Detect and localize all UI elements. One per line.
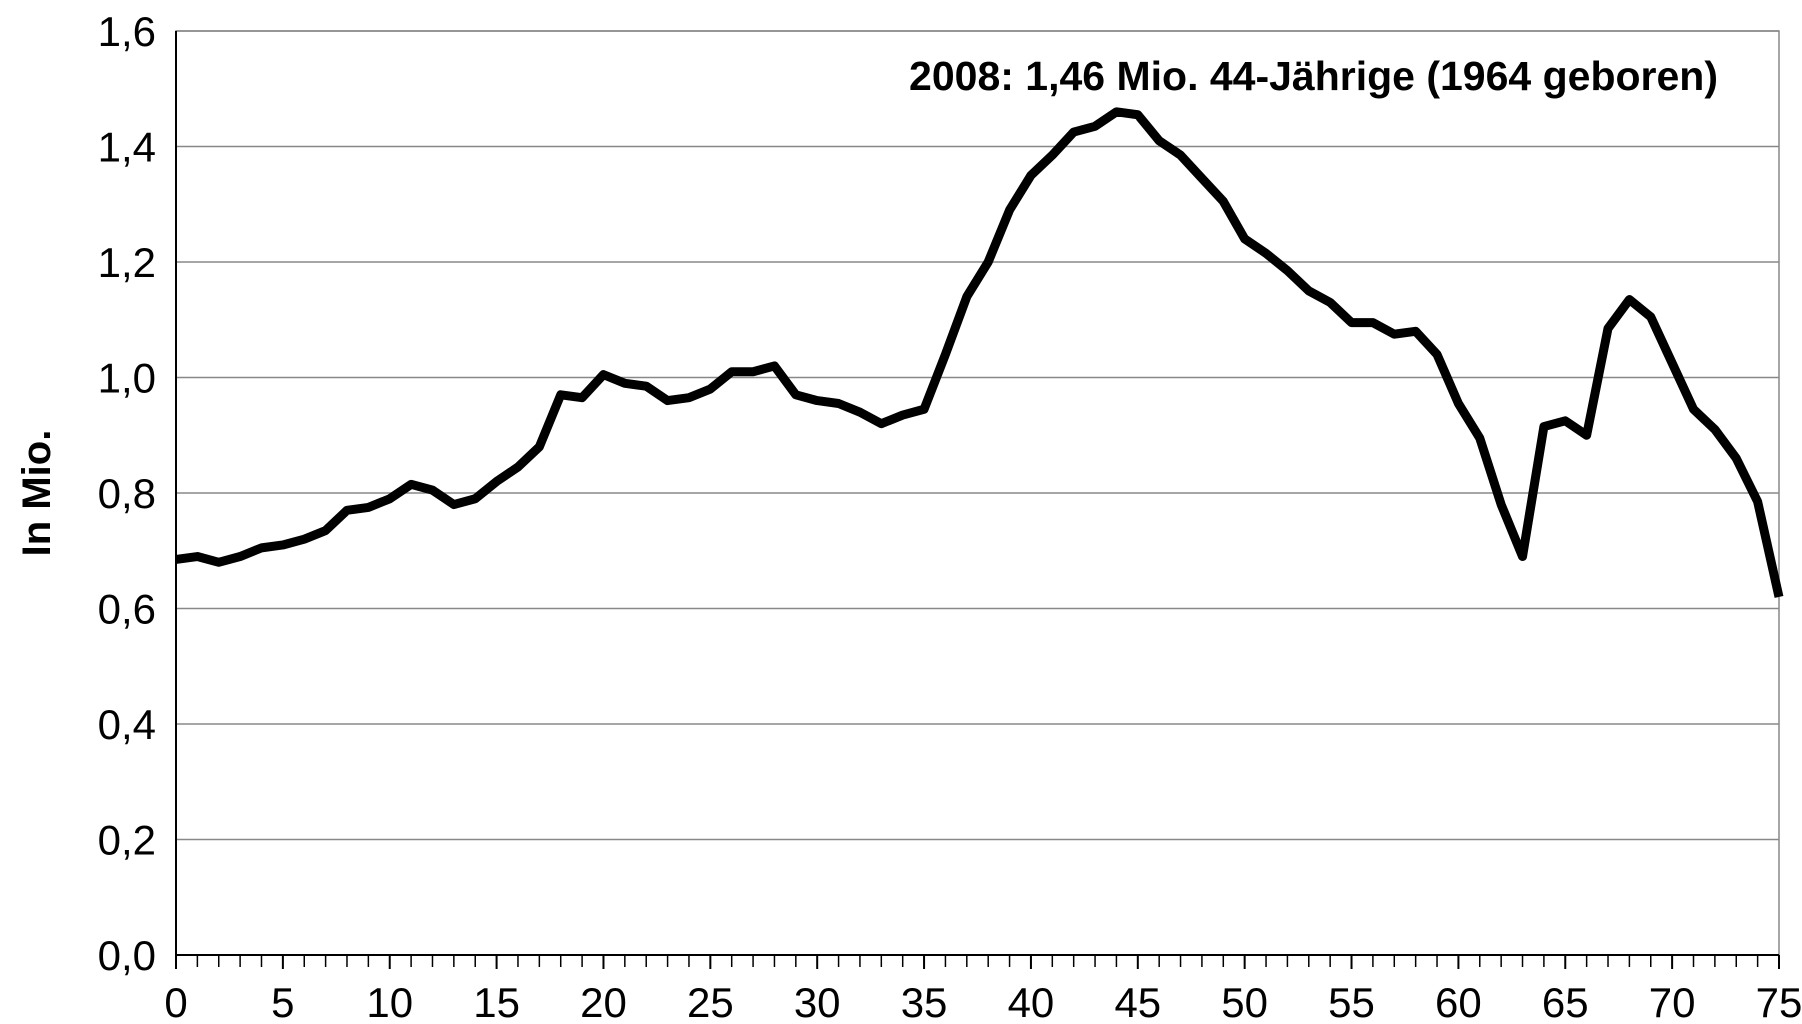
- x-tick-label: 20: [580, 979, 627, 1024]
- x-tick-label: 30: [794, 979, 841, 1024]
- x-tick-label: 55: [1328, 979, 1375, 1024]
- data-line: [175, 107, 1784, 598]
- x-tick-label: 10: [366, 979, 413, 1024]
- y-tick-label: 1,2: [98, 239, 156, 286]
- y-tick-label: 1,6: [98, 8, 156, 55]
- y-tick-label: 1,0: [98, 355, 156, 402]
- x-tick-label: 45: [1114, 979, 1161, 1024]
- y-tick-label: 0,2: [98, 817, 156, 864]
- y-tick-label: 0,6: [98, 586, 156, 633]
- y-tick-label: 0,4: [98, 701, 156, 748]
- x-tick-label: 75: [1756, 979, 1802, 1024]
- x-tick-label: 65: [1542, 979, 1589, 1024]
- y-tick-label: 0,8: [98, 470, 156, 517]
- x-tick-label: 70: [1649, 979, 1696, 1024]
- x-tick-label: 0: [164, 979, 187, 1024]
- annotation: 2008: 1,46 Mio. 44-Jährige (1964 geboren…: [909, 53, 1718, 99]
- x-tick-label: 25: [687, 979, 734, 1024]
- x-tick-label: 35: [901, 979, 948, 1024]
- x-tick-label: 15: [473, 979, 520, 1024]
- x-tick-label: 50: [1221, 979, 1268, 1024]
- x-tick-label: 60: [1435, 979, 1482, 1024]
- y-tick-label: 1,4: [98, 124, 156, 171]
- x-tick-label: 40: [1008, 979, 1055, 1024]
- y-tick-label: 0,0: [98, 932, 156, 979]
- y-axis-label: In Mio.: [15, 430, 59, 557]
- x-tick-label: 5: [271, 979, 294, 1024]
